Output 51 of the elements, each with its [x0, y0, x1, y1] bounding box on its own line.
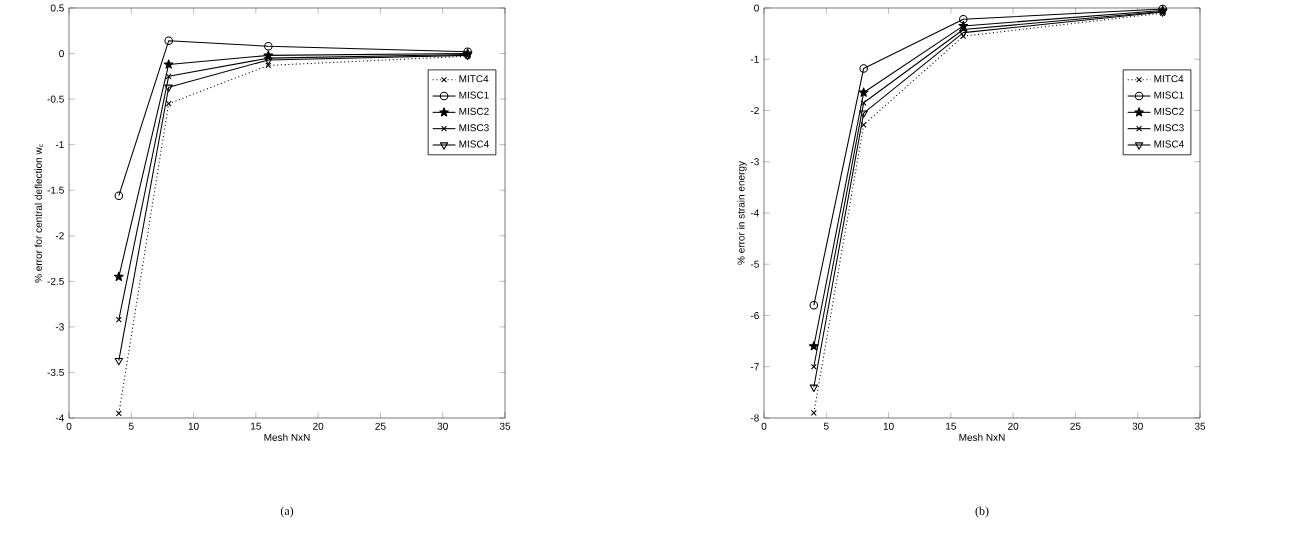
legend-label: MISC3 [459, 124, 489, 132]
y-tick-label: -6 [750, 311, 759, 320]
legend-label: MITC4 [1154, 75, 1184, 83]
x-axis-title: Mesh NxN [264, 433, 310, 441]
x-tick-label: 15 [946, 422, 956, 430]
legend-label: MISC1 [459, 91, 489, 99]
x-tick-label: 5 [823, 422, 829, 430]
x-axis-title: Mesh NxN [959, 433, 1005, 441]
y-tick-label: 0 [59, 50, 64, 58]
x-tick-label: 30 [1132, 422, 1143, 430]
y-tick-label: -2 [750, 107, 759, 114]
x-tick-label: 25 [1070, 422, 1081, 430]
x-tick-label: 15 [251, 422, 262, 430]
y-axis-title: % error for central deflection w$_{c}$ [34, 143, 44, 283]
legend-label: MITC4 [459, 75, 489, 83]
y-tick-label: -2 [55, 232, 64, 240]
y-tick-label: 0.5 [50, 4, 64, 12]
x-tick-label: 30 [437, 422, 448, 430]
y-axis-title: % error in strain energy [737, 161, 747, 265]
legend-label: MISC4 [459, 140, 489, 148]
x-tick-label: 10 [188, 422, 199, 430]
legend-label: MISC2 [459, 107, 489, 115]
text: (b) [975, 506, 989, 518]
x-tick-label: 20 [1008, 422, 1019, 430]
x-tick-label: 10 [883, 422, 894, 430]
legend-label: MISC3 [1154, 124, 1184, 132]
x-tick-label: 35 [499, 422, 511, 430]
y-tick-label: -1 [750, 55, 759, 63]
y-tick-label: -4 [55, 414, 65, 422]
y-tick-label: -5 [750, 260, 759, 268]
y-tick-label: 0 [754, 4, 759, 12]
legend-label: MISC1 [1154, 91, 1184, 99]
y-tick-label: -3 [750, 158, 759, 166]
y-tick-label: -1 [55, 141, 64, 149]
legend-label: MISC2 [1154, 107, 1184, 115]
y-tick-label: -2.5 [47, 277, 64, 285]
y-tick-label: -3 [55, 323, 64, 331]
x-tick-label: 5 [128, 422, 134, 430]
x-tick-label: 0 [66, 422, 72, 430]
legend-label: MISC4 [1154, 140, 1184, 148]
text: (a) [280, 506, 294, 518]
y-tick-label: -8 [750, 414, 759, 422]
x-tick-label: 20 [313, 422, 324, 430]
x-tick-label: 25 [375, 422, 386, 430]
x-tick-label: 35 [1194, 422, 1206, 430]
y-tick-label: -0.5 [47, 95, 64, 103]
y-tick-label: -1.5 [47, 186, 64, 194]
x-tick-label: 0 [761, 422, 767, 430]
y-tick-label: -3.5 [47, 368, 64, 376]
y-tick-label: -4 [750, 209, 759, 217]
y-tick-label: -7 [750, 363, 759, 371]
